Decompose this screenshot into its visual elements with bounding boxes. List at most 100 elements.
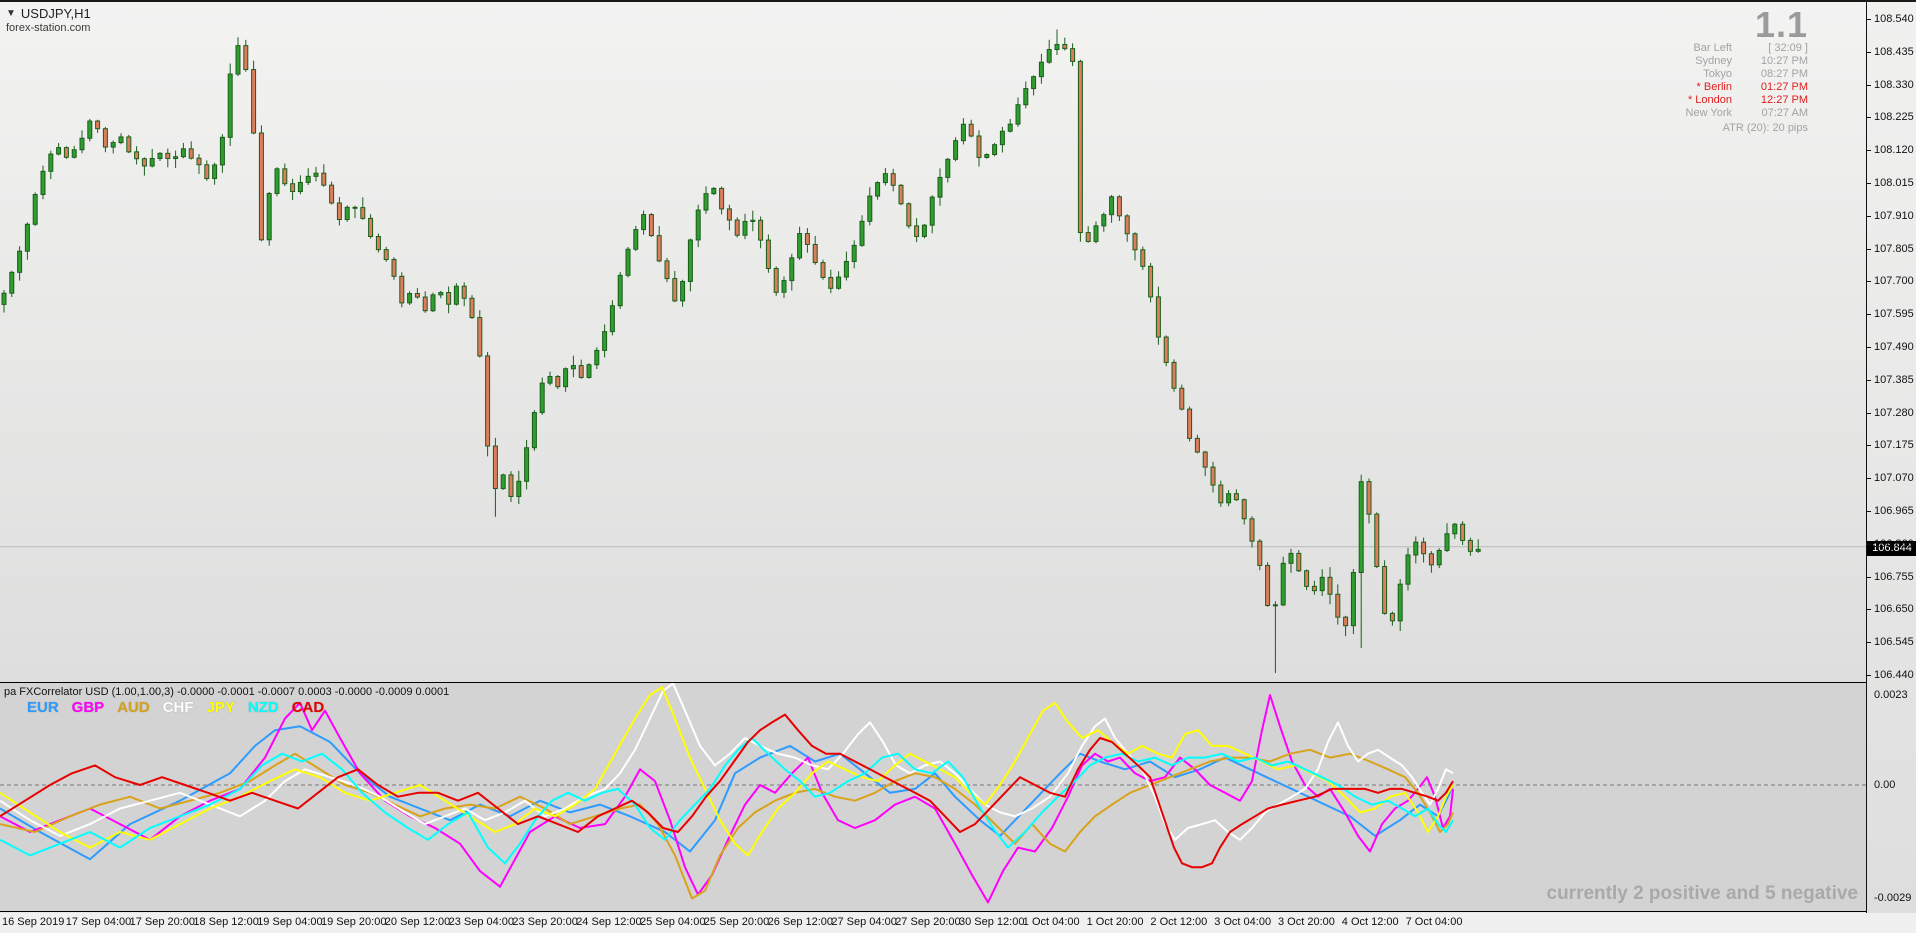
- candle: [1210, 466, 1216, 486]
- candle: [1265, 564, 1271, 607]
- candle: [1109, 196, 1115, 216]
- candle: [1304, 570, 1310, 587]
- window-top-edge: [0, 0, 1916, 2]
- candle: [1179, 387, 1185, 410]
- candle: [1226, 493, 1232, 504]
- candle: [1405, 554, 1411, 585]
- candle: [680, 280, 686, 302]
- candle: [672, 278, 678, 302]
- candle: [56, 147, 62, 155]
- candle: [1319, 576, 1325, 592]
- candle: [492, 445, 498, 490]
- candle: [555, 376, 561, 388]
- candle: [1, 292, 7, 305]
- candle: [1460, 523, 1466, 541]
- candle: [594, 349, 600, 366]
- candle: [890, 173, 896, 186]
- candle: [149, 157, 155, 167]
- time-axis-label: 1 Oct 04:00: [1022, 916, 1080, 928]
- candle: [227, 73, 233, 138]
- chevron-down-icon[interactable]: ▼: [6, 8, 16, 19]
- candle: [500, 474, 506, 490]
- candle: [968, 123, 974, 137]
- time-axis-label: 3 Oct 20:00: [1278, 916, 1335, 928]
- price-axis-label: 106.440: [1867, 668, 1914, 681]
- candle: [531, 412, 537, 449]
- candle: [789, 257, 795, 282]
- price-axis-label: 107.700: [1867, 275, 1914, 288]
- candle: [282, 168, 288, 185]
- candle: [1038, 61, 1044, 78]
- price-axis-label: 108.540: [1867, 13, 1914, 25]
- candle: [1187, 408, 1193, 439]
- candle: [1046, 49, 1052, 63]
- candle: [1335, 593, 1341, 618]
- candle: [391, 259, 397, 277]
- candle: [843, 260, 849, 278]
- candle: [906, 203, 912, 227]
- time-axis[interactable]: 16 Sep 2019 17 Sep 04:00 17 Sep 20:00 18 Se…: [0, 913, 1916, 933]
- time-axis-label: 4 Oct 12:00: [1341, 916, 1399, 928]
- candle: [95, 120, 101, 130]
- candle: [17, 250, 23, 273]
- candle: [1452, 523, 1458, 535]
- candle: [9, 271, 15, 294]
- candle: [984, 154, 990, 158]
- candle: [1280, 562, 1286, 606]
- fxcorrelator-panel[interactable]: pa FXCorrelator USD (1.00,1.00,3) -0.000…: [0, 682, 1866, 912]
- time-axis-label: 17 Sep 04:00: [65, 916, 132, 928]
- price-axis[interactable]: 106.844 108.540 108.435 108.330 108.225 108.…: [1866, 2, 1916, 913]
- candle: [1296, 552, 1302, 572]
- candle: [524, 447, 530, 482]
- candle: [1413, 541, 1419, 556]
- candle: [110, 142, 116, 148]
- candle: [453, 285, 459, 305]
- candle: [859, 220, 865, 246]
- clock-rows: Bar Left[ 32:09 ] Sydney 10:27 PM Tokyo 08:2…: [1686, 42, 1808, 120]
- indicator-axis-label: -0.0029: [1874, 892, 1912, 904]
- candle: [1288, 552, 1294, 564]
- indicator-axis-label: 0.0023: [1874, 689, 1908, 701]
- candle: [1358, 481, 1364, 574]
- candle: [516, 480, 522, 497]
- candle: [196, 157, 202, 166]
- candle: [87, 120, 93, 139]
- candle: [274, 168, 280, 194]
- time-axis-label: 30 Sep 12:00: [959, 916, 1025, 928]
- candle: [1124, 215, 1130, 235]
- candle: [1116, 196, 1122, 217]
- candle: [1093, 225, 1099, 242]
- price-axis-label: 107.805: [1867, 242, 1914, 255]
- candle: [235, 45, 241, 75]
- clock-row: New York 07:27 AM: [1685, 107, 1808, 119]
- candle: [1444, 533, 1450, 551]
- candle: [602, 331, 608, 351]
- candle: [539, 382, 545, 414]
- indicator-title: pa FXCorrelator USD (1.00,1.00,3) -0.000…: [4, 686, 450, 698]
- candle: [1070, 48, 1076, 62]
- candle: [48, 153, 54, 172]
- time-axis-label: 23 Sep 20:00: [512, 916, 578, 928]
- clock-row: Tokyo 08:27 PM: [1703, 68, 1808, 80]
- candle: [820, 262, 826, 278]
- candle: [251, 69, 257, 134]
- candle: [360, 207, 366, 219]
- candle: [102, 128, 108, 148]
- candle: [305, 175, 311, 183]
- oscillator-line-gbp: [0, 694, 1454, 904]
- atr-label: ATR (20): 20 pips: [1722, 122, 1808, 134]
- time-axis-label: 25 Sep 20:00: [703, 916, 770, 928]
- legend-item-aud: AUD: [117, 699, 150, 716]
- time-axis-label: 24 Sep 12:00: [576, 916, 642, 928]
- candle: [1389, 612, 1395, 622]
- candle: [290, 183, 296, 193]
- candle: [461, 285, 467, 299]
- candle: [750, 219, 756, 222]
- candle: [1343, 616, 1349, 627]
- candle: [485, 355, 491, 447]
- legend-item-nzd: NZD: [247, 699, 279, 716]
- candle: [664, 260, 670, 280]
- correlation-status-label: currently 2 positive and 5 negative: [1546, 883, 1859, 904]
- candlestick-chart-area[interactable]: ▼ USDJPY,H1 forex-station.com 1.1 Bar Le…: [0, 2, 1866, 682]
- candle: [79, 137, 85, 151]
